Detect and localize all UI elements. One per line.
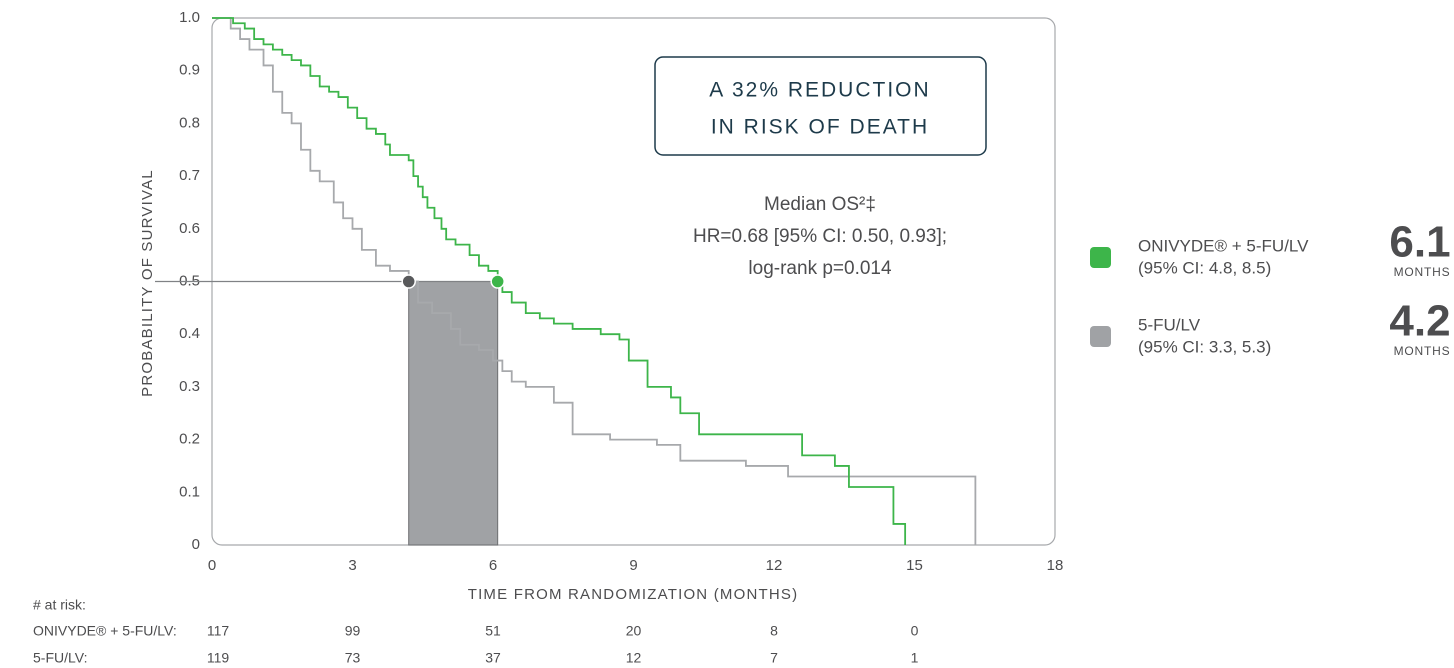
at-risk-count: 20 [626,623,642,639]
x-tick-label: 12 [766,557,783,574]
y-tick-label: 0.2 [179,431,200,448]
y-tick-label: 0.8 [179,114,200,131]
median-point [490,274,505,289]
legend-swatch [1090,326,1111,347]
x-tick-label: 0 [208,557,216,574]
x-tick-label: 6 [489,557,497,574]
at-risk-count: 0 [911,623,919,639]
annotation-stat: Median OS²‡ [764,194,876,215]
x-tick-label: 3 [348,557,356,574]
at-risk-count: 12 [626,650,642,666]
legend-swatch [1090,247,1111,268]
legend-ci: (95% CI: 3.3, 5.3) [1138,337,1271,356]
at-risk-count: 8 [770,623,778,639]
at-risk-count: 1 [911,650,919,666]
y-tick-label: 0.6 [179,220,200,237]
y-tick-label: 1.0 [179,9,200,26]
y-axis-title: PROBABILITY OF SURVIVAL [139,169,156,397]
median-point [401,274,416,289]
annotation-headline: A 32% REDUCTION [709,79,930,102]
y-tick-label: 0.3 [179,378,200,395]
y-tick-label: 0.4 [179,325,200,342]
median-value: 6.1 [1389,218,1450,267]
median-difference-area [408,281,499,546]
at-risk-label: ONIVYDE® + 5-FU/LV: [33,623,177,639]
survival-curve [212,17,907,545]
y-tick-label: 0.9 [179,62,200,79]
annotation-stat: log-rank p=0.014 [748,258,892,279]
x-tick-label: 9 [629,557,637,574]
at-risk-count: 7 [770,650,778,666]
median-unit: MONTHS [1394,265,1451,279]
at-risk-count: 119 [207,650,230,666]
at-risk-label: 5-FU/LV: [33,650,87,666]
annotation-stat: HR=0.68 [95% CI: 0.50, 0.93]; [693,226,947,247]
at-risk-count: 51 [485,623,501,639]
legend-label: 5-FU/LV [1138,315,1201,334]
y-tick-label: 0 [192,536,200,553]
at-risk-count: 73 [345,650,361,666]
median-value: 4.2 [1389,297,1450,346]
at-risk-title: # at risk: [33,597,86,613]
x-axis-title: TIME FROM RANDOMIZATION (MONTHS) [468,586,799,603]
y-tick-label: 0.1 [179,483,200,500]
annotation-headline: IN RISK OF DEATH [711,116,929,139]
at-risk-count: 99 [345,623,361,639]
legend-ci: (95% CI: 4.8, 8.5) [1138,258,1271,277]
x-tick-label: 18 [1047,557,1064,574]
x-tick-label: 15 [906,557,923,574]
median-unit: MONTHS [1394,344,1451,358]
y-tick-label: 0.7 [179,167,200,184]
legend-label: ONIVYDE® + 5-FU/LV [1138,236,1309,255]
at-risk-count: 37 [485,650,501,666]
at-risk-count: 117 [207,623,230,639]
annotation-box [654,56,987,156]
